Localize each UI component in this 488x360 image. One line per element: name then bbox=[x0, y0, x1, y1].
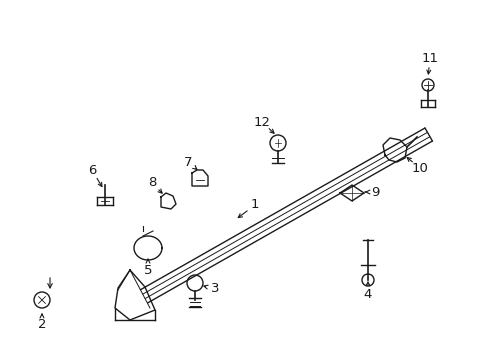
Text: 6: 6 bbox=[88, 163, 96, 176]
Text: 3: 3 bbox=[210, 283, 219, 296]
Text: 1: 1 bbox=[250, 198, 259, 211]
Text: 12: 12 bbox=[253, 116, 270, 129]
Text: 7: 7 bbox=[183, 156, 192, 168]
Text: 9: 9 bbox=[370, 185, 378, 198]
Text: 2: 2 bbox=[38, 319, 46, 332]
Text: 10: 10 bbox=[411, 162, 427, 175]
Text: 4: 4 bbox=[363, 288, 371, 302]
Text: 5: 5 bbox=[143, 264, 152, 276]
Text: 11: 11 bbox=[421, 51, 438, 64]
Text: 8: 8 bbox=[147, 176, 156, 189]
